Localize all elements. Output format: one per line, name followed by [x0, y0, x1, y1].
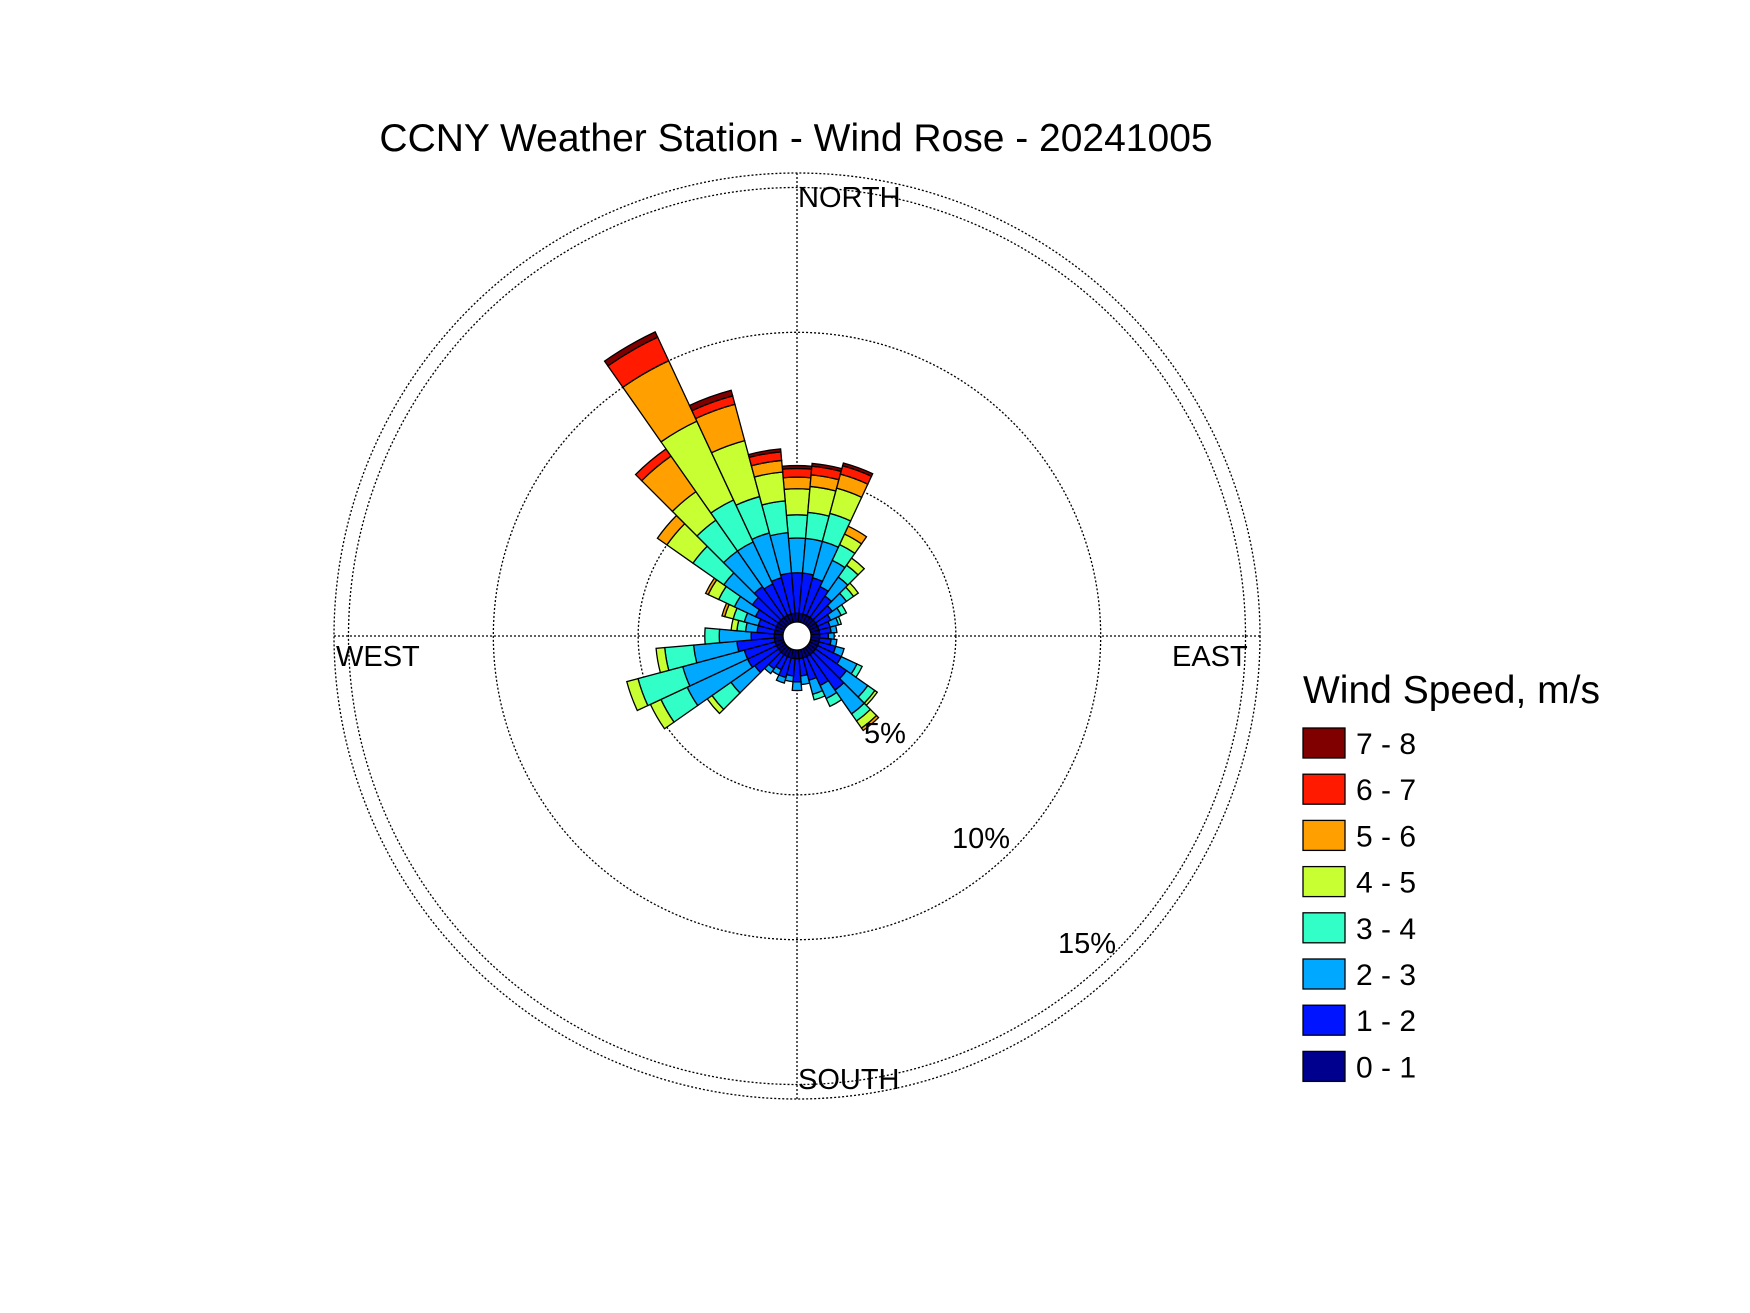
petal-0deg-4-5: [783, 488, 811, 516]
direction-label-south: SOUTH: [798, 1064, 900, 1096]
legend-label-5-6: 5 - 6: [1356, 820, 1416, 853]
ring-10-percent: [492, 331, 1102, 941]
legend-label-1-2: 1 - 2: [1356, 1005, 1416, 1038]
petal-30deg-5-6: [843, 525, 868, 545]
petal-60deg-3-4: [836, 603, 848, 617]
petal-0deg-3-4: [785, 514, 809, 540]
petal-330deg-7-8: [603, 331, 659, 367]
petal-40deg-4-5: [845, 557, 866, 576]
petal-0deg-5-6: [782, 476, 812, 491]
petal-20deg-7-8: [841, 462, 874, 478]
petal-160deg-3-4: [811, 689, 826, 701]
petal-340deg-7-8: [688, 389, 734, 412]
chart-title: CCNY Weather Station - Wind Rose - 20241…: [379, 117, 1212, 160]
legend: Wind Speed, m/s 7 - 8 6 - 7 5 - 6 4 - 5 3 - …: [1302, 669, 1600, 1084]
legend-label-2-3: 2 - 3: [1356, 959, 1416, 992]
ring-label-15: 15%: [1058, 928, 1116, 960]
wind-rose-petals: [603, 331, 880, 732]
legend-label-7-8: 7 - 8: [1356, 728, 1416, 761]
legend-swatch-2-3: [1302, 958, 1346, 990]
ring-15-percent: [347, 186, 1247, 1086]
legend-label-4-5: 4 - 5: [1356, 867, 1416, 900]
petal-0deg-6-7: [781, 467, 813, 479]
legend-items: 7 - 8 6 - 7 5 - 6 4 - 5 3 - 4 2 - 3 1 - 2 0 - 1: [1302, 727, 1416, 1084]
center-hole: [782, 621, 812, 651]
petal-200deg-2-3: [775, 674, 787, 684]
ring-label-10: 10%: [952, 823, 1010, 855]
direction-label-north: NORTH: [798, 182, 901, 214]
legend-label-3-4: 3 - 4: [1356, 913, 1416, 946]
legend-swatch-1-2: [1302, 1004, 1346, 1036]
legend-label-6-7: 6 - 7: [1356, 774, 1416, 807]
petal-270deg-3-4: [704, 627, 721, 645]
direction-label-west: WEST: [336, 641, 420, 673]
direction-label-east: EAST: [1172, 641, 1248, 673]
legend-swatch-3-4: [1302, 912, 1346, 944]
petal-80deg-2-3: [829, 624, 838, 634]
petal-350deg-7-8: [747, 448, 782, 459]
petal-250deg-4-5: [625, 677, 649, 712]
petal-180deg-2-3: [791, 680, 803, 692]
legend-swatch-4-5: [1302, 865, 1346, 898]
legend-swatch-7-8: [1302, 727, 1346, 759]
petal-50deg-4-5: [844, 582, 860, 598]
legend-swatch-6-7: [1302, 773, 1346, 805]
legend-title: Wind Speed, m/s: [1303, 669, 1600, 712]
petal-0deg-7-8: [781, 464, 813, 470]
legend-swatch-5-6: [1302, 819, 1346, 852]
legend-swatch-0-1: [1302, 1050, 1346, 1083]
ring-label-5: 5%: [864, 718, 906, 750]
petal-170deg-2-3: [799, 673, 811, 686]
petal-260deg-4-5: [655, 646, 670, 674]
petal-70deg-3-4: [835, 615, 843, 626]
legend-label-0-1: 0 - 1: [1356, 1051, 1416, 1084]
petal-150deg-3-4: [825, 691, 843, 708]
outer-ring: [333, 172, 1261, 1100]
petal-140deg-5-6: [860, 714, 880, 732]
